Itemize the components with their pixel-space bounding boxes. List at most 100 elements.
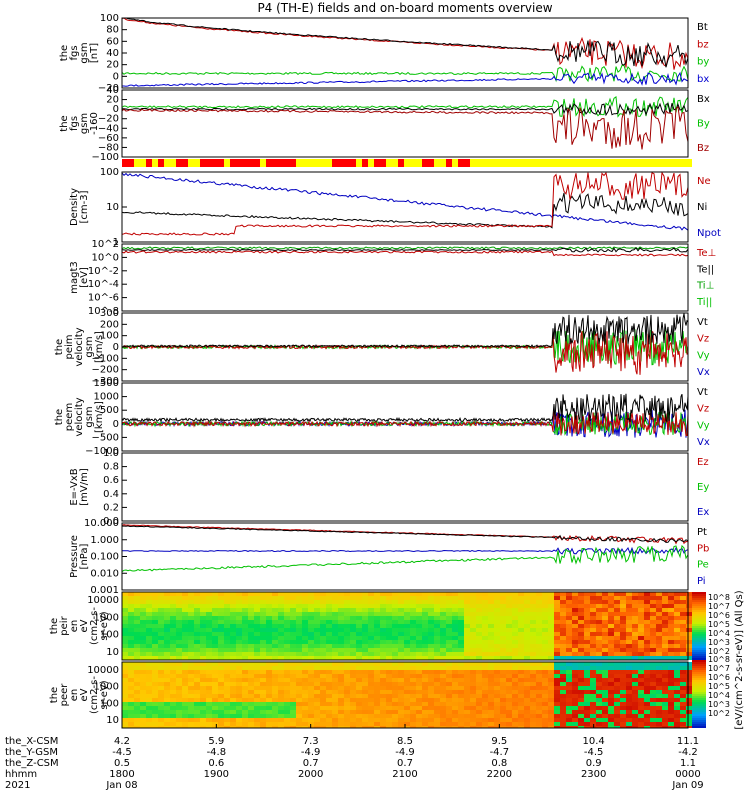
spectrogram-cell <box>482 694 488 698</box>
spectrogram-cell <box>488 640 494 644</box>
spectrogram-cell <box>368 718 374 722</box>
spectrogram-cell <box>602 686 608 690</box>
spectrogram-cell <box>518 616 524 620</box>
spectrogram-cell <box>398 616 404 620</box>
spectrogram-cell <box>320 702 326 706</box>
spectrogram-cell <box>380 636 386 640</box>
spectrogram-cell <box>566 698 572 702</box>
spectrogram-cell <box>578 702 584 706</box>
spectrogram-cell <box>500 616 506 620</box>
spectrogram-cell <box>224 670 230 674</box>
spectrogram-cell <box>566 640 572 644</box>
spectrogram-cell <box>182 718 188 722</box>
spectrogram-cell <box>500 652 506 656</box>
y-tick-label: −1000 <box>85 446 119 457</box>
spectrogram-cell <box>656 600 662 604</box>
spectrogram-cell <box>530 726 536 728</box>
spectrogram-cell <box>608 612 614 616</box>
x-tick-label: 2000 <box>298 769 323 780</box>
spectrogram-cell <box>668 600 674 604</box>
spectrogram-cell <box>188 726 194 728</box>
spectrogram-cell <box>554 726 560 728</box>
spectrogram-cell <box>374 592 380 596</box>
spectrogram-cell <box>308 620 314 624</box>
spectrogram-cell <box>452 674 458 678</box>
spectrogram-cell <box>416 678 422 682</box>
spectrogram-cell <box>344 636 350 640</box>
spectrogram-cell <box>656 652 662 656</box>
spectrogram-cell <box>200 678 206 682</box>
spectrogram-cell <box>578 698 584 702</box>
spectrogram-cell <box>650 640 656 644</box>
spectrogram-cell <box>368 648 374 652</box>
spectrogram-cell <box>332 656 338 660</box>
spectrogram-cell <box>578 726 584 728</box>
spectrogram-cell <box>686 666 692 670</box>
spectrogram-cell <box>578 644 584 648</box>
spectrogram-cell <box>488 596 494 600</box>
spectrogram-cell <box>170 624 176 628</box>
spectrogram-cell <box>320 604 326 608</box>
spectrogram-cell <box>344 690 350 694</box>
spectrogram-cell <box>434 662 440 666</box>
spectrogram-cell <box>212 608 218 612</box>
spectrogram-cell <box>578 600 584 604</box>
spectrogram-cell <box>326 632 332 636</box>
spectrogram-cell <box>284 608 290 612</box>
spectrogram-cell <box>512 666 518 670</box>
x-tick-label: 1900 <box>204 769 229 780</box>
spectrogram-cell <box>584 726 590 728</box>
spectrogram-cell <box>212 592 218 596</box>
spectrogram-cell <box>578 706 584 710</box>
spectrogram-cell <box>494 612 500 616</box>
spectrogram-cell <box>416 636 422 640</box>
spectrogram-cell <box>236 710 242 714</box>
quality-flag-bar <box>308 159 314 167</box>
spectrogram-cell <box>572 636 578 640</box>
legend-entry: Pb <box>697 543 709 554</box>
spectrogram-cell <box>368 652 374 656</box>
spectrogram-cell <box>452 666 458 670</box>
spectrogram-cell <box>218 686 224 690</box>
spectrogram-cell <box>212 596 218 600</box>
spectrogram-cell <box>224 694 230 698</box>
spectrogram-cell <box>146 624 152 628</box>
spectrogram-cell <box>296 600 302 604</box>
spectrogram-cell <box>530 662 536 666</box>
spectrogram-cell <box>332 666 338 670</box>
spectrogram-cell <box>506 624 512 628</box>
spectrogram-cell <box>530 710 536 714</box>
series-line-pe <box>121 544 689 573</box>
spectrogram-cell <box>248 628 254 632</box>
spectrogram-cell <box>548 644 554 648</box>
spectrogram-cell <box>194 624 200 628</box>
spectrogram-cell <box>650 628 656 632</box>
spectrogram-cell <box>554 628 560 632</box>
spectrogram-cell <box>122 648 128 652</box>
spectrogram-cell <box>146 652 152 656</box>
spectrogram-cell <box>206 714 212 718</box>
spectrogram-cell <box>260 644 266 648</box>
series-line-bx <box>122 71 689 87</box>
spectrogram-cell <box>596 640 602 644</box>
spectrogram-cell <box>560 670 566 674</box>
spectrogram-cell <box>638 624 644 628</box>
spectrogram-cell <box>236 682 242 686</box>
spectrogram-cell <box>662 690 668 694</box>
x-tick-label: 7.3 <box>303 736 319 747</box>
spectrogram-cell <box>488 674 494 678</box>
quality-flag-bar <box>536 159 542 167</box>
spectrogram-cell <box>626 612 632 616</box>
spectrogram-cell <box>410 600 416 604</box>
spectrogram-cell <box>512 710 518 714</box>
spectrogram-cell <box>350 612 356 616</box>
spectrogram-cell <box>506 656 512 660</box>
spectrogram-cell <box>506 608 512 612</box>
spectrogram-cell <box>524 662 530 666</box>
spectrogram-cell <box>362 682 368 686</box>
spectrogram-cell <box>176 674 182 678</box>
spectrogram-cell <box>632 706 638 710</box>
spectrogram-cell <box>236 722 242 726</box>
spectrogram-cell <box>314 706 320 710</box>
spectrogram-cell <box>308 666 314 670</box>
